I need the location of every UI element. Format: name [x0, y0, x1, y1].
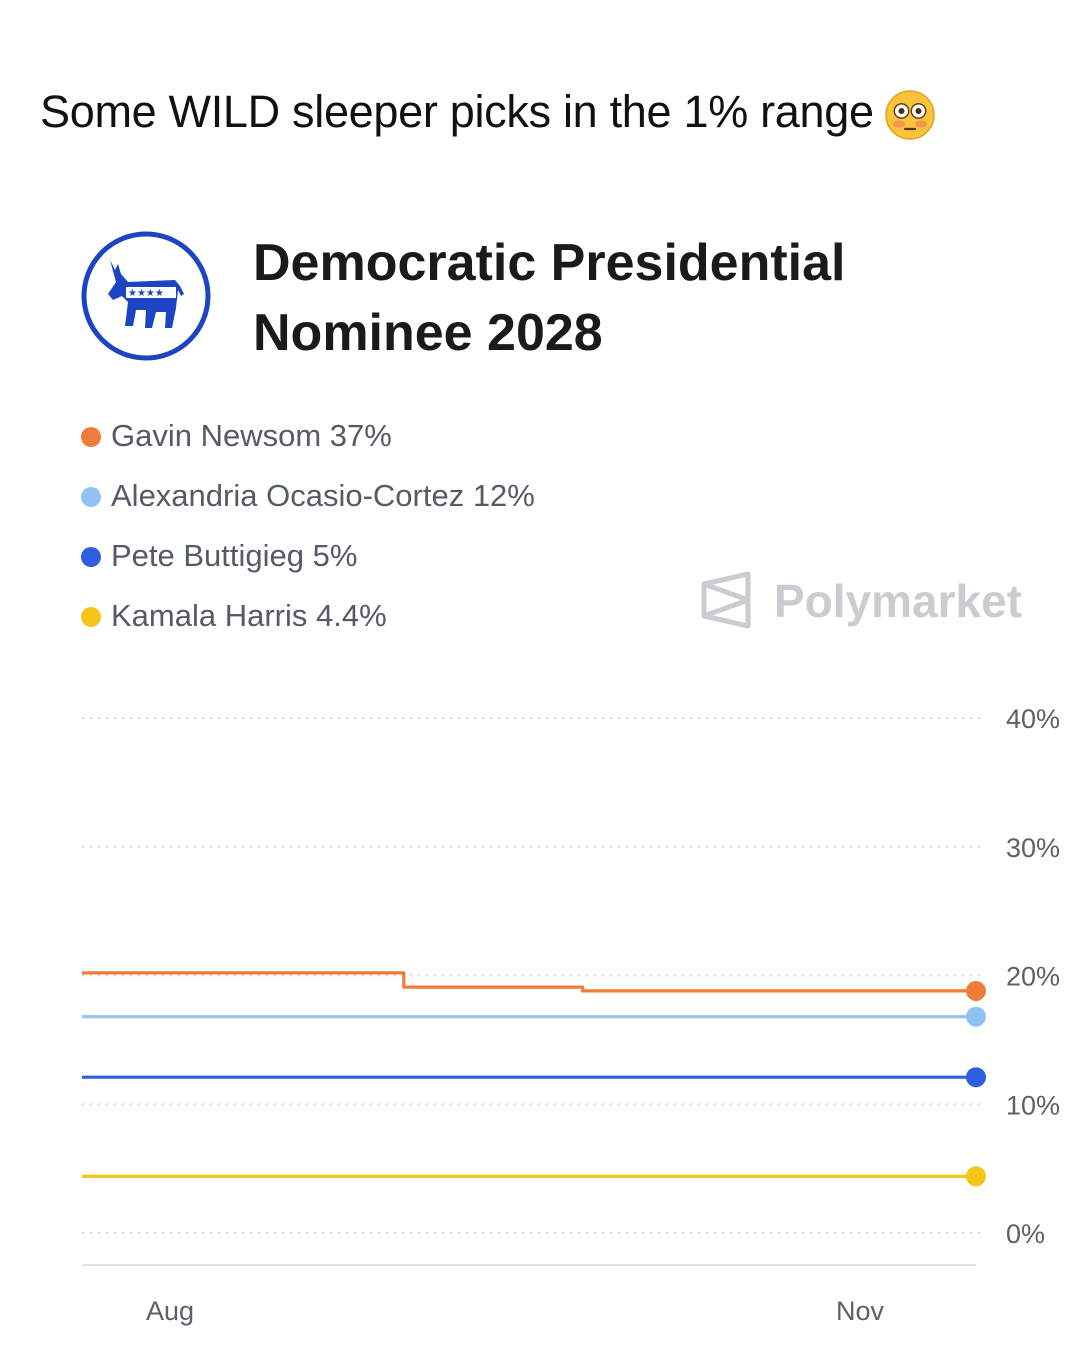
legend-dot [81, 607, 101, 627]
series-end-marker [966, 1166, 986, 1187]
caption-text: Some WILD sleeper picks in the 1% range [40, 86, 874, 137]
legend-dot [81, 487, 101, 507]
svg-text:★★★★: ★★★★ [128, 288, 164, 299]
series-line [82, 971, 976, 993]
flushed-face-emoji [884, 90, 935, 140]
post-caption: Some WILD sleeper picks in the 1% range [40, 86, 936, 141]
chart-title-line-1: Democratic Presidential [253, 234, 846, 292]
polymarket-logo-icon [701, 571, 751, 629]
x-tick-label: Aug [146, 1296, 194, 1326]
line-chart: 40% 30% 20% 10% 0% Aug Nov [82, 704, 1060, 1326]
series-end-marker [966, 1067, 986, 1088]
watermark-text: Polymarket [774, 575, 1023, 627]
legend-dot [81, 547, 101, 567]
democratic-donkey-logo: ★★★★ [81, 231, 211, 361]
legend-dot [81, 427, 101, 447]
series-end-marker [966, 1006, 986, 1027]
y-tick-label: 0% [1006, 1219, 1045, 1249]
x-tick-label: Nov [836, 1296, 885, 1326]
legend-label: Gavin Newsom 37% [111, 418, 392, 453]
y-tick-label: 30% [1006, 833, 1060, 863]
y-tick-label: 10% [1006, 1090, 1060, 1120]
chart-title: Democratic Presidential Nominee 2028 [253, 228, 845, 368]
y-tick-label: 40% [1006, 704, 1060, 734]
y-tick-label: 20% [1006, 962, 1060, 992]
legend-label: Kamala Harris 4.4% [111, 598, 387, 633]
series-end-marker [966, 980, 986, 1001]
chart-title-line-2: Nominee 2028 [253, 304, 603, 362]
legend-label: Alexandria Ocasio-Cortez 12% [111, 478, 535, 513]
legend-label: Pete Buttigieg 5% [111, 538, 358, 573]
